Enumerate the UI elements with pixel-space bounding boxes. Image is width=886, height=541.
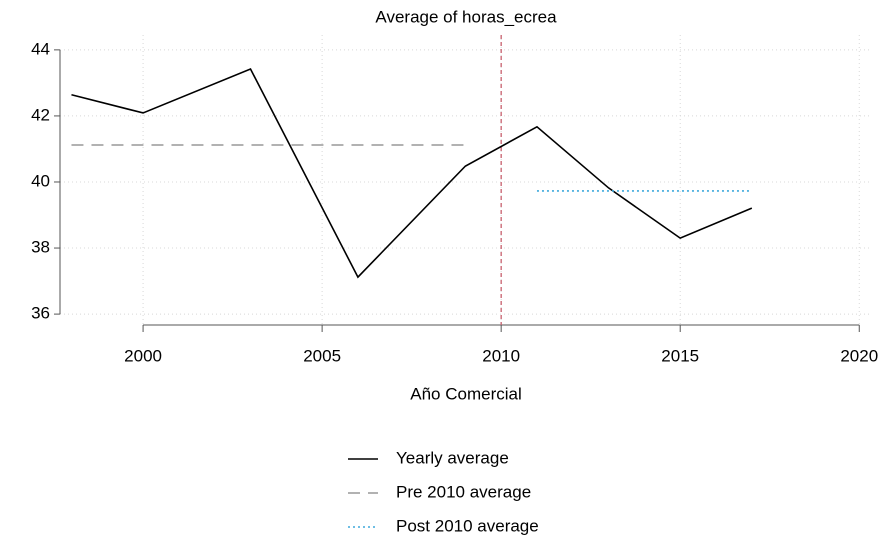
y-tick-label: 44 [31,39,50,58]
legend-label: Post 2010 average [396,516,539,535]
y-tick-label: 40 [31,171,50,190]
x-tick-label: 2010 [482,346,520,365]
x-tick-label: 2005 [303,346,341,365]
x-tick-label: 2000 [124,346,162,365]
chart-title: Average of horas_ecrea [375,7,557,26]
y-tick-label: 42 [31,105,50,124]
legend-label: Yearly average [396,448,509,467]
x-tick-label: 2015 [661,346,699,365]
y-tick-label: 36 [31,304,50,323]
legend-label: Pre 2010 average [396,482,531,501]
x-axis-label: Año Comercial [410,384,522,403]
x-tick-label: 2020 [840,346,878,365]
y-tick-label: 38 [31,238,50,257]
data-line [71,68,753,279]
